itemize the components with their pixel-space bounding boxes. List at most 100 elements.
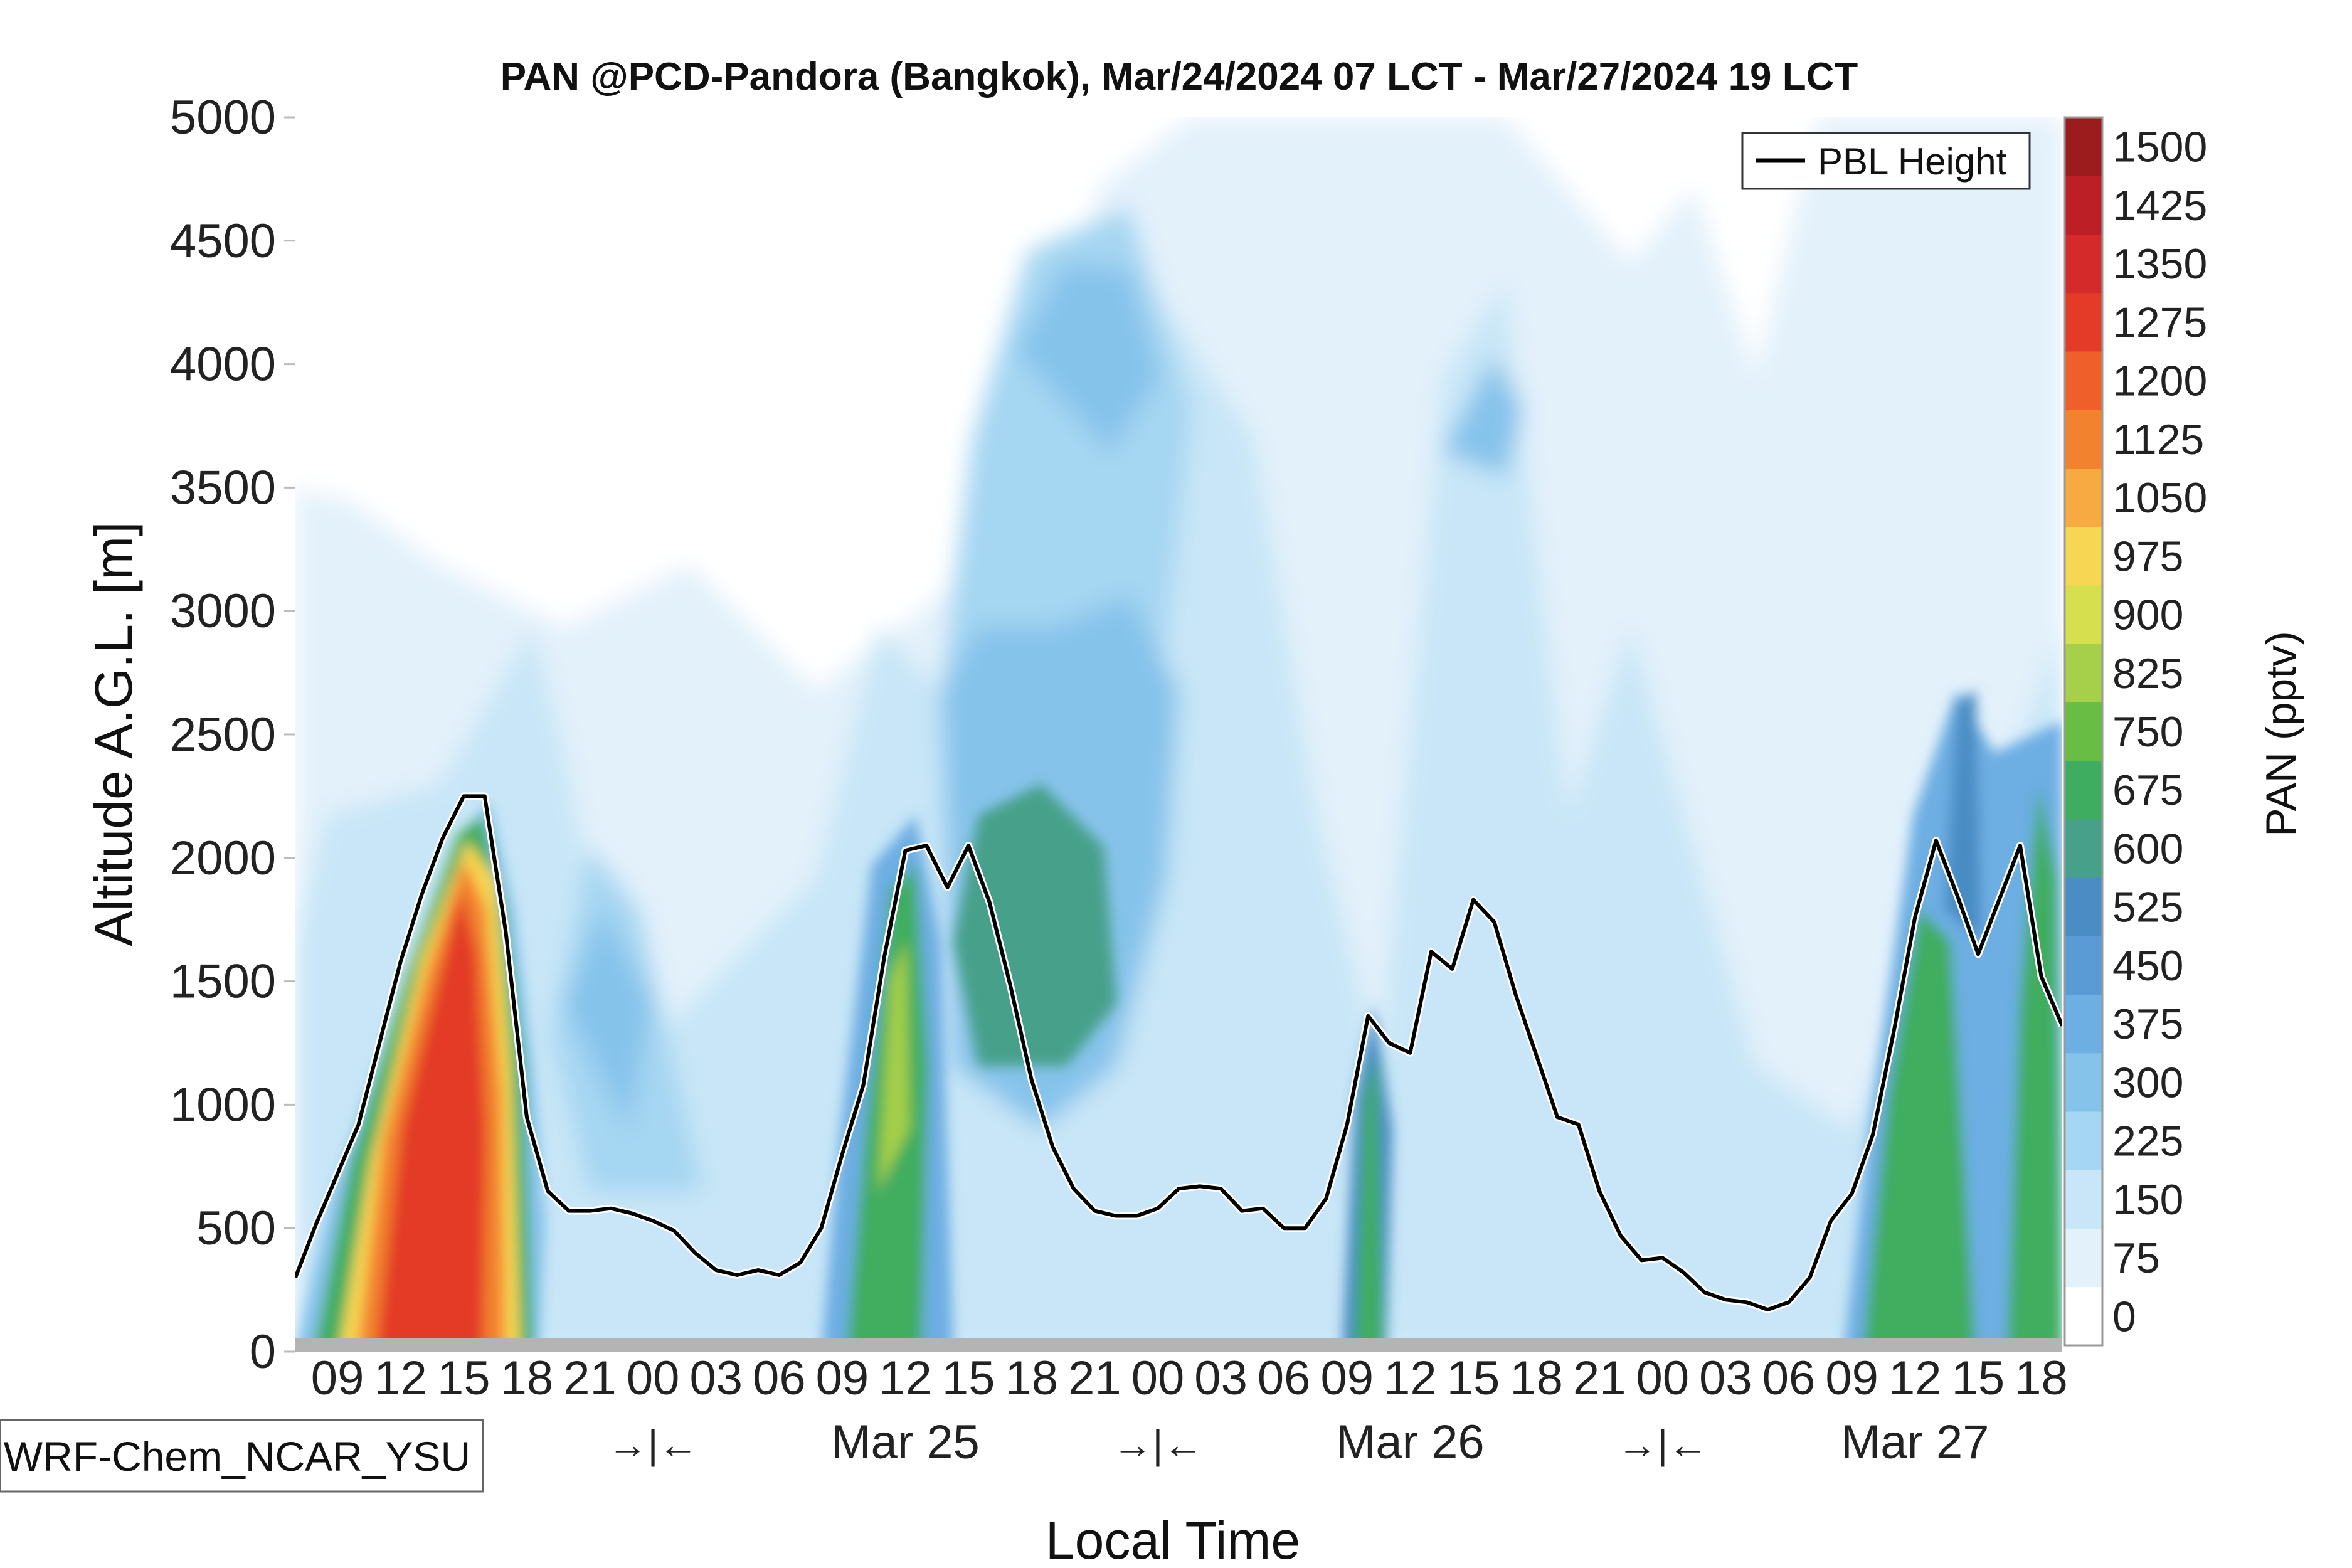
colorbar-tick-label: 825 [2112,650,2183,697]
colorbar-tick-label: 1500 [2112,124,2207,171]
ground-strip [295,1338,2062,1352]
colorbar-tick-label: 225 [2112,1118,2183,1165]
colorbar-swatch [2065,877,2102,936]
x-tick-label: 06 [1762,1352,1816,1405]
pan-concentration-field [295,117,2062,1352]
colorbar-tick-label: 1200 [2112,358,2207,405]
x-tick-label: 18 [2015,1352,2068,1405]
colorbar-frame [2063,116,2104,1347]
x-tick-label: 00 [1131,1352,1185,1405]
y-tick-label: 0 [250,1325,276,1379]
x-tick-label: 00 [627,1352,680,1405]
x-tick-label: 12 [1888,1352,1942,1405]
x-tick-label: 03 [1194,1352,1248,1405]
colorbar-swatch [2065,994,2102,1054]
x-tick-label: 09 [311,1352,364,1405]
colorbar-swatch [2065,760,2102,820]
colorbar-swatch [2065,117,2102,176]
x-tick-label: 15 [1447,1352,1500,1405]
y-tick-label: 2000 [170,832,276,885]
colorbar-swatch [2065,468,2102,527]
y-axis: 0 500 1000 1500 2000 2500 3000 3500 4000 4500 5000 [170,91,295,1379]
colorbar-tick-label: 75 [2112,1234,2160,1282]
colorbar-tick-label: 0 [2112,1293,2136,1340]
colorbar-tick-label: 1275 [2112,299,2207,346]
model-label: WRF-Chem_NCAR_YSU [4,1433,470,1480]
y-tick-label: 4000 [170,338,276,391]
y-tick-label: 4500 [170,215,276,268]
x-axis: 09 12 15 18 21 00 03 06 09 12 15 18 21 00 03 06 09 12 15 18… [311,1352,2068,1469]
x-tick-label: 00 [1636,1352,1690,1405]
colorbar-swatch [2065,818,2102,878]
x-tick-label: 09 [1321,1352,1374,1405]
x-tick-label: 18 [1510,1352,1563,1405]
colorbar-tick-label: 1050 [2112,474,2207,522]
x-tick-label: 12 [1384,1352,1437,1405]
x-tick-label: 12 [374,1352,427,1405]
colorbar-swatch [2065,234,2102,294]
colorbar-tick-label: 525 [2112,884,2183,931]
night-marker: →|← [608,1422,699,1467]
colorbar-tick-label: 150 [2112,1176,2183,1224]
colorbar-swatch [2065,644,2102,702]
x-tick-label: 03 [689,1352,743,1405]
x-day-label: Mar 26 [1336,1416,1485,1469]
x-day-label: Mar 27 [1841,1416,1989,1469]
colorbar-swatch [2065,1111,2102,1170]
colorbar-tick-label: 1350 [2112,240,2207,288]
y-tick-label: 1500 [170,955,276,1009]
colorbar-tick-label: 750 [2112,708,2183,756]
x-tick-label: 09 [1825,1352,1878,1405]
colorbar-tick-label: 1125 [2112,416,2204,464]
x-tick-label: 06 [753,1352,806,1405]
model-label-box: WRF-Chem_NCAR_YSU [0,1419,484,1493]
colorbar-tick-label: 300 [2112,1059,2183,1106]
colorbar-swatch [2065,1170,2102,1229]
night-marker: →|← [1113,1422,1204,1467]
colorbar-tick-label: 900 [2112,591,2183,639]
x-tick-label: 12 [879,1352,932,1405]
x-tick-label: 03 [1699,1352,1752,1405]
colorbar-swatch [2065,1052,2102,1112]
x-tick-label: 21 [1068,1352,1121,1405]
colorbar-swatch [2065,702,2102,761]
x-tick-label: 21 [563,1352,617,1405]
colorbar: 0 75 150 225 300 375 450 525 600 675 750 825 900 975 1… [2063,116,2207,1347]
pbl-height-line-core [295,794,2062,1312]
colorbar-swatch [2065,1228,2102,1288]
y-tick-label: 500 [196,1202,276,1255]
x-tick-label: 15 [942,1352,995,1405]
y-tick-label: 1000 [170,1078,276,1131]
y-tick-label: 2500 [170,708,276,761]
x-tick-label: 09 [816,1352,869,1405]
colorbar-swatch [2065,410,2102,469]
x-axis-label: Local Time [1046,1511,1300,1568]
legend: PBL Height [1741,132,2031,190]
colorbar-tick-label: 600 [2112,825,2183,872]
colorbar-swatch [2065,526,2102,586]
x-tick-label: 06 [1258,1352,1311,1405]
colorbar-tick-label: 450 [2112,942,2183,990]
x-day-label: Mar 25 [831,1416,980,1469]
colorbar-swatch [2065,292,2102,352]
colorbar-swatch [2065,351,2102,410]
y-axis-label: Altitude A.G.L. [m] [84,522,143,946]
y-tick-label: 3500 [170,461,276,514]
colorbar-swatch [2065,1286,2102,1346]
colorbar-tick-label: 375 [2112,1000,2183,1048]
colorbar-tick-label: 1425 [2112,182,2207,230]
x-tick-label: 15 [1952,1352,2005,1405]
x-tick-label: 18 [501,1352,554,1405]
x-tick-label: 15 [437,1352,490,1405]
y-tick-label: 5000 [170,91,276,144]
y-tick-label: 3000 [170,585,276,638]
colorbar-swatch [2065,585,2102,644]
colorbar-label: PAN (pptv) [2257,631,2305,836]
chart-title: PAN @PCD-Pandora (Bangkok), Mar/24/2024 … [501,55,1858,98]
colorbar-swatch [2065,936,2102,995]
x-tick-label: 21 [1573,1352,1626,1405]
legend-entry-pbl-height: PBL Height [1818,140,2007,183]
colorbar-swatch [2065,176,2102,235]
colorbar-tick-label: 675 [2112,766,2183,814]
